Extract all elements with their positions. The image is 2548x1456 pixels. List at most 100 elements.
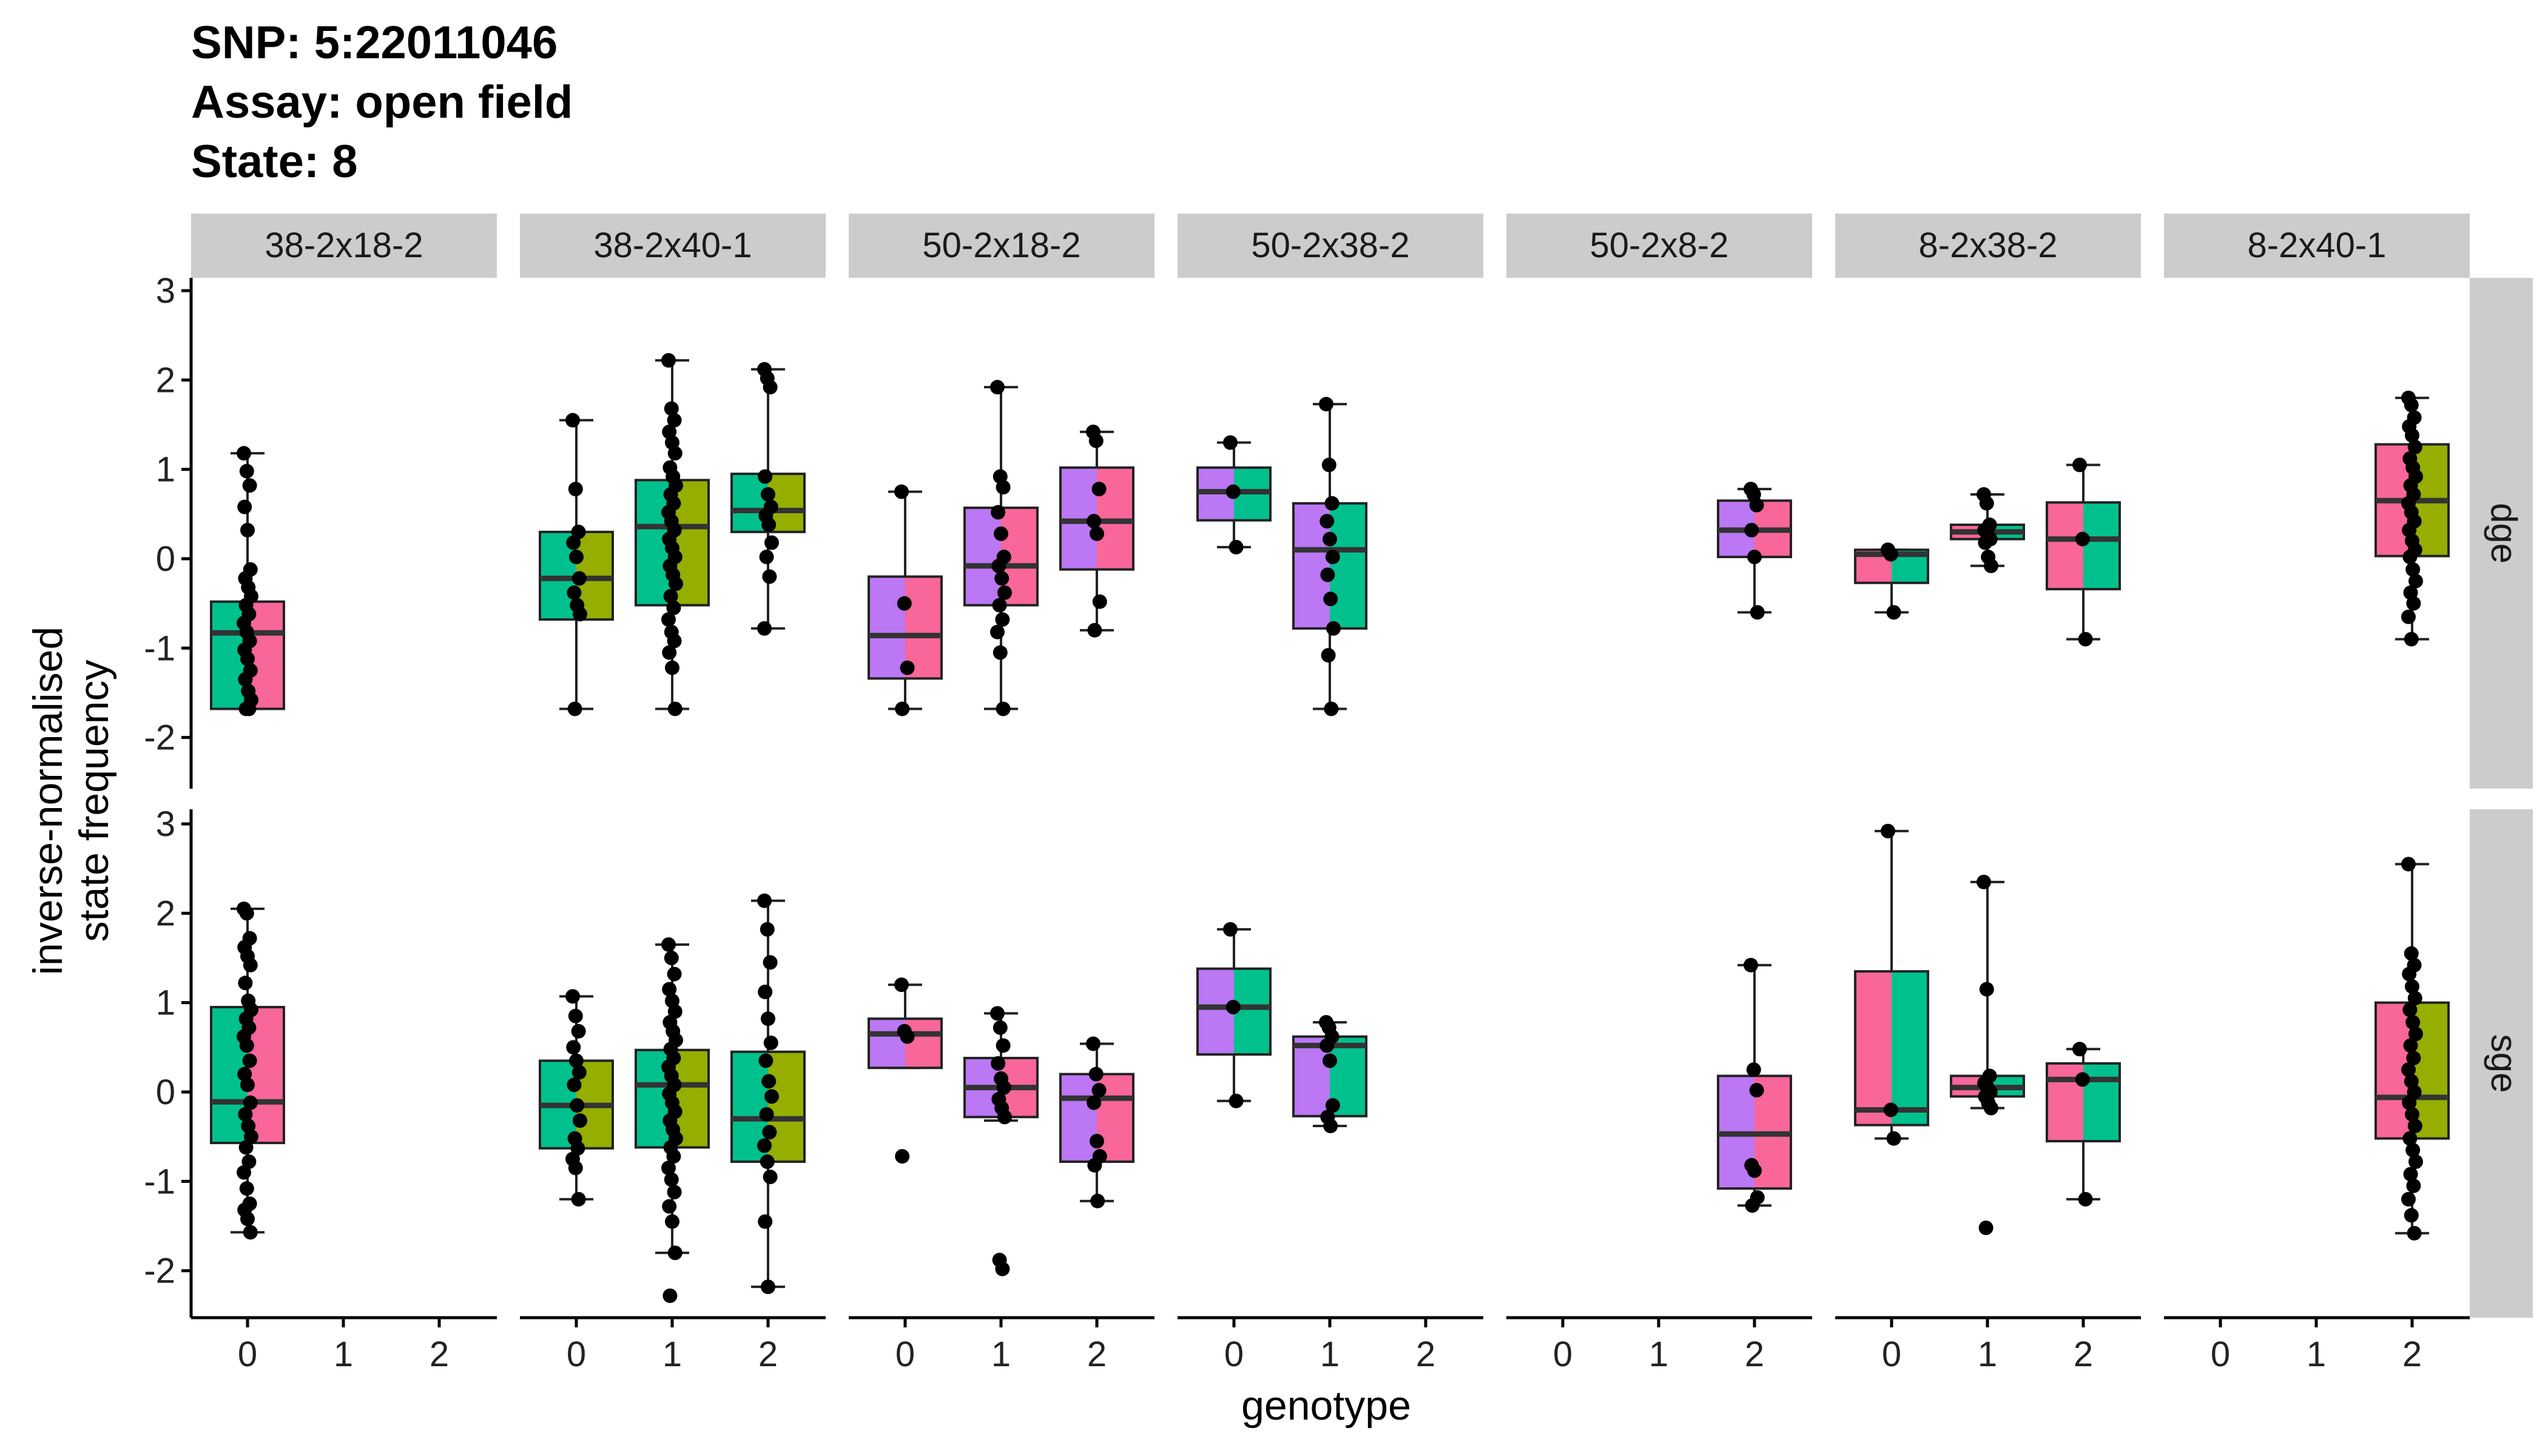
data-point [569, 550, 584, 565]
data-point [667, 1245, 682, 1261]
data-point [2401, 1191, 2416, 1207]
box-genotype-1 [1950, 874, 2025, 1235]
data-point [1087, 1095, 1102, 1110]
panel-dge-38-2x18-2 [210, 446, 285, 716]
data-point [1325, 550, 1340, 565]
box-genotype-0 [539, 989, 614, 1207]
title-snp: SNP: 5:22011046 [191, 17, 558, 69]
data-point [242, 1053, 257, 1068]
data-point [1087, 1158, 1102, 1173]
y-axis-title-line: state frequency [71, 660, 117, 942]
data-point [761, 487, 775, 502]
box-genotype-2 [730, 893, 806, 1295]
box-genotype-2 [2374, 390, 2450, 647]
data-point [2075, 531, 2090, 547]
data-point [565, 413, 580, 428]
data-point [243, 957, 258, 972]
data-point [763, 1169, 778, 1184]
data-point [240, 651, 255, 666]
data-point [2401, 857, 2416, 872]
data-point [991, 1056, 1006, 1071]
data-point [2402, 1002, 2418, 1017]
data-point [895, 1149, 910, 1164]
data-point [573, 1113, 587, 1128]
data-point [237, 1165, 251, 1180]
y-tick-label: 2 [156, 360, 175, 400]
data-point [1749, 497, 1764, 513]
box-genotype-2 [2046, 1042, 2121, 1207]
box-fill-right [905, 576, 942, 679]
data-point [758, 985, 773, 1000]
data-point [239, 1038, 254, 1053]
data-point [571, 1191, 586, 1207]
data-point [990, 1006, 1005, 1021]
facet-label: 38-2x40-1 [593, 226, 752, 265]
data-point [1323, 592, 1338, 607]
data-point [1883, 1102, 1898, 1117]
data-point [664, 401, 679, 416]
y-tick-label: -1 [144, 629, 175, 668]
data-point [1320, 567, 1335, 582]
x-tick-label: 2 [758, 1335, 778, 1374]
box-fill-right [1892, 971, 1928, 1125]
data-point [894, 484, 909, 499]
data-point [1749, 1083, 1764, 1098]
data-point [1088, 433, 1104, 448]
x-tick-label: 2 [1087, 1335, 1107, 1374]
x-tick-label: 1 [1320, 1335, 1340, 1374]
data-point [1744, 957, 1758, 972]
data-point [764, 1089, 779, 1104]
data-point [996, 480, 1011, 495]
data-point [2404, 946, 2419, 961]
data-point [894, 977, 909, 993]
data-point [2405, 428, 2419, 443]
box-fill-left [965, 508, 1001, 605]
box-genotype-0 [868, 977, 943, 1164]
data-point [242, 478, 257, 493]
data-point [990, 380, 1005, 395]
x-tick-label: 2 [1416, 1335, 1435, 1374]
data-point [664, 951, 679, 966]
panel-sge-38-2x18-2 [210, 902, 285, 1240]
data-point [663, 588, 678, 604]
x-tick-label: 1 [662, 1335, 682, 1374]
data-point [1087, 514, 1102, 529]
box-fill-right [1330, 503, 1366, 629]
facet-strip [849, 214, 1154, 278]
data-point [2407, 1225, 2422, 1241]
data-point [763, 1035, 778, 1050]
data-point [2403, 1167, 2418, 1182]
y-tick-label: 0 [156, 539, 175, 579]
data-point [1984, 558, 1998, 573]
data-point [1092, 594, 1107, 609]
data-point [2075, 1072, 2090, 1087]
y-tick-label: 3 [156, 804, 175, 844]
data-point [760, 922, 775, 937]
data-point [238, 1140, 254, 1155]
box-fill-left [2047, 502, 2083, 590]
x-axis-title: genotype [1241, 1383, 1411, 1429]
data-point [1977, 874, 1991, 889]
data-point [760, 1154, 775, 1169]
panel-dge-50-2x38-2 [1196, 397, 1367, 716]
data-point [1978, 1220, 1994, 1235]
data-point [665, 1214, 679, 1229]
data-point [571, 1065, 587, 1080]
data-point [993, 1020, 1008, 1035]
data-point [565, 989, 580, 1004]
data-point [567, 1077, 582, 1093]
box-genotype-1 [963, 380, 1039, 716]
data-point [995, 612, 1010, 627]
data-point [571, 571, 587, 586]
y-tick-label: 0 [156, 1073, 175, 1112]
box-genotype-1 [963, 1006, 1039, 1276]
row-strip [2470, 809, 2533, 1318]
data-point [570, 1098, 585, 1113]
facet-label: 50-2x8-2 [1590, 226, 1729, 265]
data-point [662, 1288, 678, 1303]
data-point [568, 482, 583, 497]
data-point [990, 624, 1005, 639]
data-point [1319, 397, 1333, 412]
x-tick-label: 2 [2402, 1335, 2422, 1374]
data-point [571, 1023, 586, 1039]
